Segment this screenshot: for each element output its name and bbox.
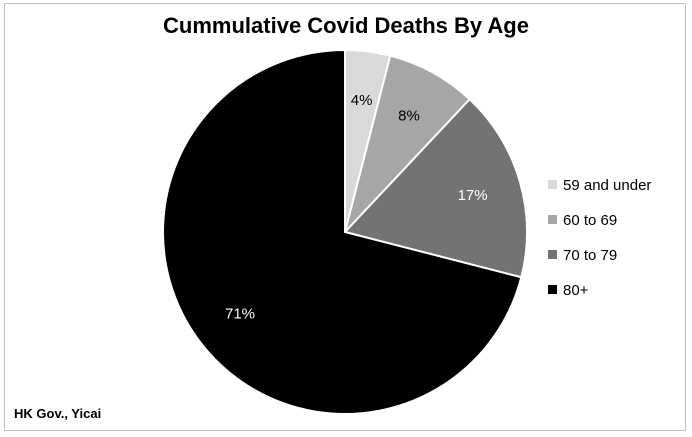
pie-slice-4 <box>162 48 523 415</box>
pie-labels: 4% 8% 17% 71% <box>225 92 488 322</box>
source-note: HK Gov., Yicai <box>14 406 101 421</box>
legend-swatch-3 <box>548 250 557 259</box>
pie-slice-3 <box>343 97 528 279</box>
slice-label-3: 17% <box>458 187 488 204</box>
legend-label-1: 59 and under <box>563 177 651 194</box>
pie-slice-2 <box>344 54 472 233</box>
legend-swatch-2 <box>548 215 557 224</box>
slice-label-4: 71% <box>225 305 255 322</box>
slice-label-2: 8% <box>398 108 420 125</box>
pie-slices <box>162 48 528 415</box>
chart-title: Cummulative Covid Deaths By Age <box>163 13 529 38</box>
legend: 59 and under 60 to 69 70 to 79 80+ <box>548 177 651 299</box>
legend-swatch-1 <box>548 180 557 189</box>
legend-label-3: 70 to 79 <box>563 247 617 264</box>
legend-swatch-4 <box>548 285 557 294</box>
legend-label-2: 60 to 69 <box>563 212 617 229</box>
legend-label-4: 80+ <box>563 282 589 299</box>
slice-label-1: 4% <box>351 92 373 109</box>
